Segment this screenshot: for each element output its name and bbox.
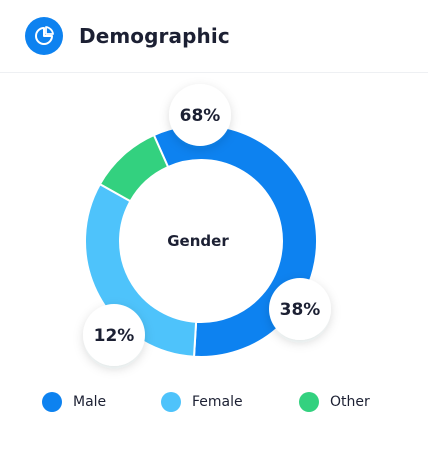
card-header: Demographic — [0, 0, 428, 73]
value-label-other: 12% — [94, 326, 135, 346]
legend-item-female: Female — [161, 388, 243, 416]
pie-chart-icon — [25, 17, 63, 55]
donut-center-label: Gender — [167, 232, 229, 250]
legend-item-male: Male — [42, 388, 106, 416]
card-title: Demographic — [79, 24, 230, 48]
donut-slice-other — [98, 133, 170, 203]
value-badge-male: 68% — [169, 84, 231, 146]
legend-item-other: Other — [299, 388, 370, 416]
value-label-female: 38% — [280, 300, 321, 320]
legend-label-male: Male — [73, 394, 107, 410]
legend-swatch-female — [161, 392, 181, 412]
value-badge-circle — [169, 84, 231, 146]
donut-chart-svg: Gender 68% 38% 12% — [83, 84, 331, 366]
value-badge-female: 38% — [269, 278, 331, 340]
legend-swatch-other — [299, 392, 319, 412]
value-badge-circle — [269, 278, 331, 340]
value-badge-circle — [83, 304, 145, 366]
legend-swatch-male — [42, 392, 62, 412]
value-label-male: 68% — [180, 106, 221, 126]
chart-legend: Male Female Other — [0, 388, 428, 416]
legend-label-female: Female — [192, 394, 243, 410]
donut-chart: Gender 68% 38% 12% Male Female Other — [0, 72, 428, 461]
legend-label-other: Other — [330, 394, 370, 410]
slice-value-badges: 68% 38% 12% — [83, 84, 331, 366]
value-badge-other: 12% — [83, 304, 145, 366]
